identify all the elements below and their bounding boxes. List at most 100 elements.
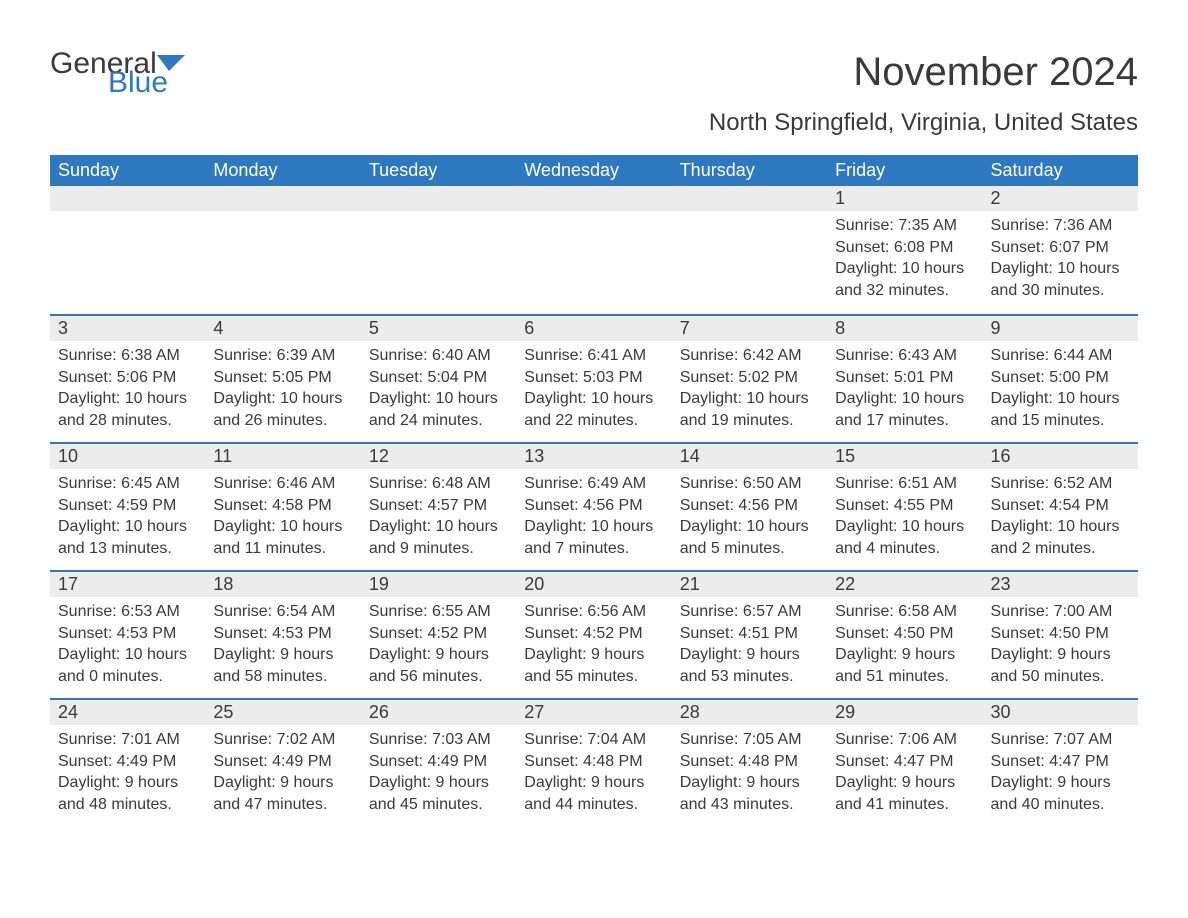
day-details: Sunrise: 7:03 AMSunset: 4:49 PMDaylight:… [361,725,516,819]
calendar-row: 17Sunrise: 6:53 AMSunset: 4:53 PMDayligh… [50,570,1138,698]
calendar-cell: 10Sunrise: 6:45 AMSunset: 4:59 PMDayligh… [50,442,205,570]
calendar-cell: 24Sunrise: 7:01 AMSunset: 4:49 PMDayligh… [50,698,205,826]
day-number: 29 [827,698,982,725]
day-details: Sunrise: 6:50 AMSunset: 4:56 PMDaylight:… [672,469,827,563]
day-number: 13 [516,442,671,469]
calendar-cell: 1Sunrise: 7:35 AMSunset: 6:08 PMDaylight… [827,186,982,314]
calendar-cell: 22Sunrise: 6:58 AMSunset: 4:50 PMDayligh… [827,570,982,698]
day-number: 12 [361,442,516,469]
calendar-cell: 19Sunrise: 6:55 AMSunset: 4:52 PMDayligh… [361,570,516,698]
calendar-cell [205,186,360,314]
calendar-cell: 11Sunrise: 6:46 AMSunset: 4:58 PMDayligh… [205,442,360,570]
day-details: Sunrise: 6:40 AMSunset: 5:04 PMDaylight:… [361,341,516,435]
day-details: Sunrise: 6:51 AMSunset: 4:55 PMDaylight:… [827,469,982,563]
day-details: Sunrise: 6:44 AMSunset: 5:00 PMDaylight:… [983,341,1138,435]
calendar-cell: 25Sunrise: 7:02 AMSunset: 4:49 PMDayligh… [205,698,360,826]
day-number: 25 [205,698,360,725]
day-details: Sunrise: 7:02 AMSunset: 4:49 PMDaylight:… [205,725,360,819]
calendar-row: 3Sunrise: 6:38 AMSunset: 5:06 PMDaylight… [50,314,1138,442]
day-number: 16 [983,442,1138,469]
calendar-cell: 7Sunrise: 6:42 AMSunset: 5:02 PMDaylight… [672,314,827,442]
day-number: 21 [672,570,827,597]
calendar-cell: 28Sunrise: 7:05 AMSunset: 4:48 PMDayligh… [672,698,827,826]
day-number: 2 [983,186,1138,211]
day-number: 8 [827,314,982,341]
weekday-header: Friday [827,155,982,186]
day-details: Sunrise: 6:42 AMSunset: 5:02 PMDaylight:… [672,341,827,435]
day-details: Sunrise: 6:57 AMSunset: 4:51 PMDaylight:… [672,597,827,691]
weekday-header: Monday [205,155,360,186]
month-title: November 2024 [709,50,1138,95]
calendar-cell: 6Sunrise: 6:41 AMSunset: 5:03 PMDaylight… [516,314,671,442]
calendar-cell: 30Sunrise: 7:07 AMSunset: 4:47 PMDayligh… [983,698,1138,826]
day-details: Sunrise: 7:00 AMSunset: 4:50 PMDaylight:… [983,597,1138,691]
day-number: 24 [50,698,205,725]
calendar-cell [672,186,827,314]
weekday-header: Tuesday [361,155,516,186]
calendar-cell: 9Sunrise: 6:44 AMSunset: 5:00 PMDaylight… [983,314,1138,442]
empty-day-bar [205,186,360,211]
day-number: 20 [516,570,671,597]
calendar-cell: 16Sunrise: 6:52 AMSunset: 4:54 PMDayligh… [983,442,1138,570]
day-details: Sunrise: 6:41 AMSunset: 5:03 PMDaylight:… [516,341,671,435]
calendar-cell: 3Sunrise: 6:38 AMSunset: 5:06 PMDaylight… [50,314,205,442]
calendar-cell: 17Sunrise: 6:53 AMSunset: 4:53 PMDayligh… [50,570,205,698]
calendar-cell: 2Sunrise: 7:36 AMSunset: 6:07 PMDaylight… [983,186,1138,314]
empty-day-bar [516,186,671,211]
empty-day-bar [672,186,827,211]
day-details: Sunrise: 6:49 AMSunset: 4:56 PMDaylight:… [516,469,671,563]
day-number: 4 [205,314,360,341]
day-details: Sunrise: 7:01 AMSunset: 4:49 PMDaylight:… [50,725,205,819]
day-number: 3 [50,314,205,341]
day-number: 6 [516,314,671,341]
calendar-cell [516,186,671,314]
day-number: 7 [672,314,827,341]
day-number: 10 [50,442,205,469]
calendar-cell: 27Sunrise: 7:04 AMSunset: 4:48 PMDayligh… [516,698,671,826]
calendar-cell: 29Sunrise: 7:06 AMSunset: 4:47 PMDayligh… [827,698,982,826]
day-details: Sunrise: 6:45 AMSunset: 4:59 PMDaylight:… [50,469,205,563]
day-number: 19 [361,570,516,597]
day-details: Sunrise: 6:48 AMSunset: 4:57 PMDaylight:… [361,469,516,563]
calendar-cell: 21Sunrise: 6:57 AMSunset: 4:51 PMDayligh… [672,570,827,698]
day-details: Sunrise: 7:06 AMSunset: 4:47 PMDaylight:… [827,725,982,819]
weekday-header: Sunday [50,155,205,186]
day-number: 22 [827,570,982,597]
day-number: 26 [361,698,516,725]
header: General Blue November 2024 North Springf… [50,50,1138,149]
day-number: 1 [827,186,982,211]
calendar-cell: 13Sunrise: 6:49 AMSunset: 4:56 PMDayligh… [516,442,671,570]
day-number: 27 [516,698,671,725]
calendar-cell: 20Sunrise: 6:56 AMSunset: 4:52 PMDayligh… [516,570,671,698]
calendar-cell: 14Sunrise: 6:50 AMSunset: 4:56 PMDayligh… [672,442,827,570]
day-details: Sunrise: 7:36 AMSunset: 6:07 PMDaylight:… [983,211,1138,305]
calendar-cell: 23Sunrise: 7:00 AMSunset: 4:50 PMDayligh… [983,570,1138,698]
day-details: Sunrise: 6:39 AMSunset: 5:05 PMDaylight:… [205,341,360,435]
logo-word-2: Blue [108,69,187,96]
calendar-cell: 12Sunrise: 6:48 AMSunset: 4:57 PMDayligh… [361,442,516,570]
calendar-cell: 5Sunrise: 6:40 AMSunset: 5:04 PMDaylight… [361,314,516,442]
calendar-cell: 26Sunrise: 7:03 AMSunset: 4:49 PMDayligh… [361,698,516,826]
calendar-cell: 4Sunrise: 6:39 AMSunset: 5:05 PMDaylight… [205,314,360,442]
day-details: Sunrise: 6:53 AMSunset: 4:53 PMDaylight:… [50,597,205,691]
calendar-cell: 15Sunrise: 6:51 AMSunset: 4:55 PMDayligh… [827,442,982,570]
calendar-cell [361,186,516,314]
empty-day-bar [50,186,205,211]
calendar-row: 1Sunrise: 7:35 AMSunset: 6:08 PMDaylight… [50,186,1138,314]
calendar-cell: 8Sunrise: 6:43 AMSunset: 5:01 PMDaylight… [827,314,982,442]
calendar-table: SundayMondayTuesdayWednesdayThursdayFrid… [50,155,1138,826]
calendar-row: 10Sunrise: 6:45 AMSunset: 4:59 PMDayligh… [50,442,1138,570]
day-details: Sunrise: 7:05 AMSunset: 4:48 PMDaylight:… [672,725,827,819]
weekday-header: Wednesday [516,155,671,186]
day-details: Sunrise: 6:43 AMSunset: 5:01 PMDaylight:… [827,341,982,435]
location-subtitle: North Springfield, Virginia, United Stat… [709,109,1138,137]
day-number: 18 [205,570,360,597]
day-details: Sunrise: 6:58 AMSunset: 4:50 PMDaylight:… [827,597,982,691]
day-details: Sunrise: 6:52 AMSunset: 4:54 PMDaylight:… [983,469,1138,563]
day-number: 9 [983,314,1138,341]
day-number: 14 [672,442,827,469]
day-number: 28 [672,698,827,725]
day-details: Sunrise: 7:04 AMSunset: 4:48 PMDaylight:… [516,725,671,819]
day-details: Sunrise: 6:38 AMSunset: 5:06 PMDaylight:… [50,341,205,435]
calendar-cell: 18Sunrise: 6:54 AMSunset: 4:53 PMDayligh… [205,570,360,698]
